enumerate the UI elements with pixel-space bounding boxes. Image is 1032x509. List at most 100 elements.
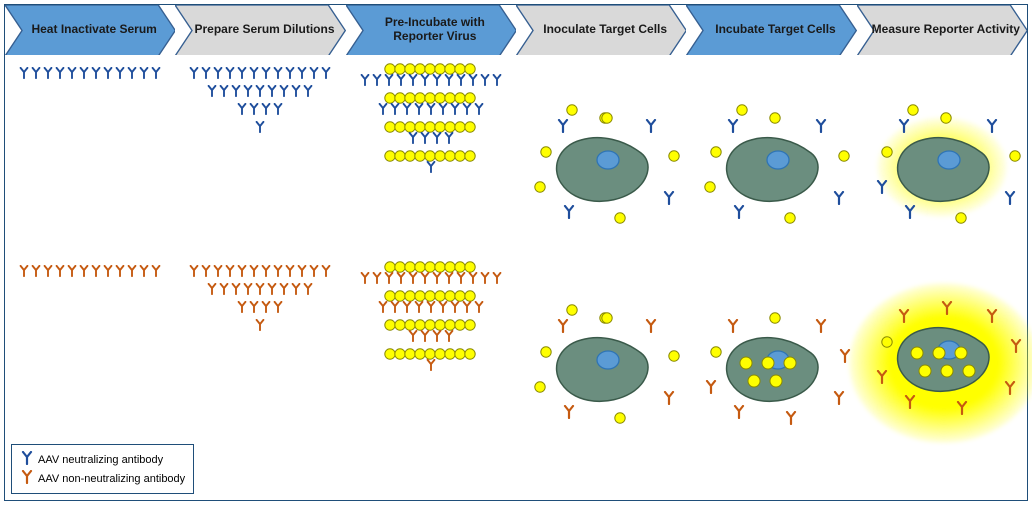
antibody-row [425,161,437,173]
antibody-icon [875,180,889,199]
virus-icon [668,149,680,167]
antibody-row [425,359,437,371]
step-arrow-row: Heat Inactivate Serum Prepare Serum Dilu… [5,5,1027,55]
antibody-icon [832,391,846,410]
antibody-icon [1009,339,1023,358]
antibody-icon [955,401,969,420]
antibody-icon [726,319,740,338]
antibody-icon [832,191,846,210]
antibody-icon [1003,381,1017,400]
virus-icon [566,303,578,321]
step-arrow-2: Pre-Incubate with Reporter Virus [346,5,516,55]
cell-icon [716,328,826,413]
cell-icon [546,328,656,413]
step-arrow-3: Inoculate Target Cells [516,5,686,55]
diagram-content: AAV neutralizing antibody AAV non-neutra… [5,55,1027,500]
antibody-icon [556,119,570,138]
cell-scene [526,95,676,245]
cell-scene [867,285,1017,435]
col-prepare-dilutions [175,55,345,500]
antibody-row [254,121,266,133]
dilution-stack [175,265,345,331]
step-arrow-5: Measure Reporter Activity [857,5,1027,55]
cell-scene [867,95,1017,245]
antibody-row [206,283,314,295]
step-arrow-0: Heat Inactivate Serum [5,5,175,55]
virus-icon [540,345,552,363]
antibody-icon [732,205,746,224]
virus-icon [881,335,893,353]
antibody-icon [726,119,740,138]
cell-icon [546,128,656,213]
antibody-icon [903,205,917,224]
antibody-row [5,265,175,277]
legend-non-neutralizing-label: AAV non-neutralizing antibody [38,473,185,485]
antibody-row [407,330,455,342]
antibody-row [188,265,332,277]
virus-icon [668,349,680,367]
antibody-icon [903,395,917,414]
antibody-row [206,85,314,97]
col-preincubate [346,55,516,500]
antibody-row [254,319,266,331]
antibody-row [359,74,503,86]
antibody-icon [662,191,676,210]
antibody-icon [20,451,34,468]
virus-icon [955,211,967,229]
virus-icon [614,411,626,429]
virus-icon [534,380,546,398]
antibody-icon [562,205,576,224]
cell-scene [696,95,846,245]
col-heat-inactivate [5,55,175,500]
legend-neutralizing-label: AAV neutralizing antibody [38,454,163,466]
virus-icon [704,180,716,198]
virus-icon [566,103,578,121]
virus-icon [710,345,722,363]
cell-scene [526,295,676,445]
virus-icon [769,311,781,329]
cell-icon [887,318,997,403]
antibody-icon [662,391,676,410]
virus-icon [710,145,722,163]
antibody-icon [985,309,999,328]
cell-icon [887,128,997,213]
antibody-row [407,132,455,144]
antibody-icon [644,319,658,338]
antibody-row [236,301,284,313]
virus-icon [838,149,850,167]
antibody-icon [897,119,911,138]
antibody-row [377,103,485,115]
antibody-row [188,67,332,79]
antibody-row [5,67,175,79]
virus-icon [881,145,893,163]
preincubate-stack [346,261,516,375]
dilution-stack [175,67,345,133]
virus-icon [907,103,919,121]
step-arrow-4: Incubate Target Cells [686,5,856,55]
antibody-icon [897,309,911,328]
antibody-icon [814,319,828,338]
virus-icon [940,111,952,129]
antibody-row [377,301,485,313]
virus-icon [736,103,748,121]
virus-icon [769,111,781,129]
antibody-icon [562,405,576,424]
antibody-icon [940,301,954,320]
cell-scene [696,295,846,445]
legend-non-neutralizing: AAV non-neutralizing antibody [20,470,185,487]
antibody-icon [644,119,658,138]
cell-icon [716,128,826,213]
virus-icon [601,311,613,329]
col-inoculate [516,55,686,500]
antibody-icon [556,319,570,338]
antibody-icon [704,380,718,399]
virus-icon [784,211,796,229]
step-arrow-1: Prepare Serum Dilutions [175,5,345,55]
preincubate-stack [346,63,516,177]
antibody-row [236,103,284,115]
diagram-frame: Heat Inactivate Serum Prepare Serum Dilu… [4,4,1028,501]
antibody-icon [732,405,746,424]
antibody-icon [784,411,798,430]
col-incubate [686,55,856,500]
virus-icon [601,111,613,129]
